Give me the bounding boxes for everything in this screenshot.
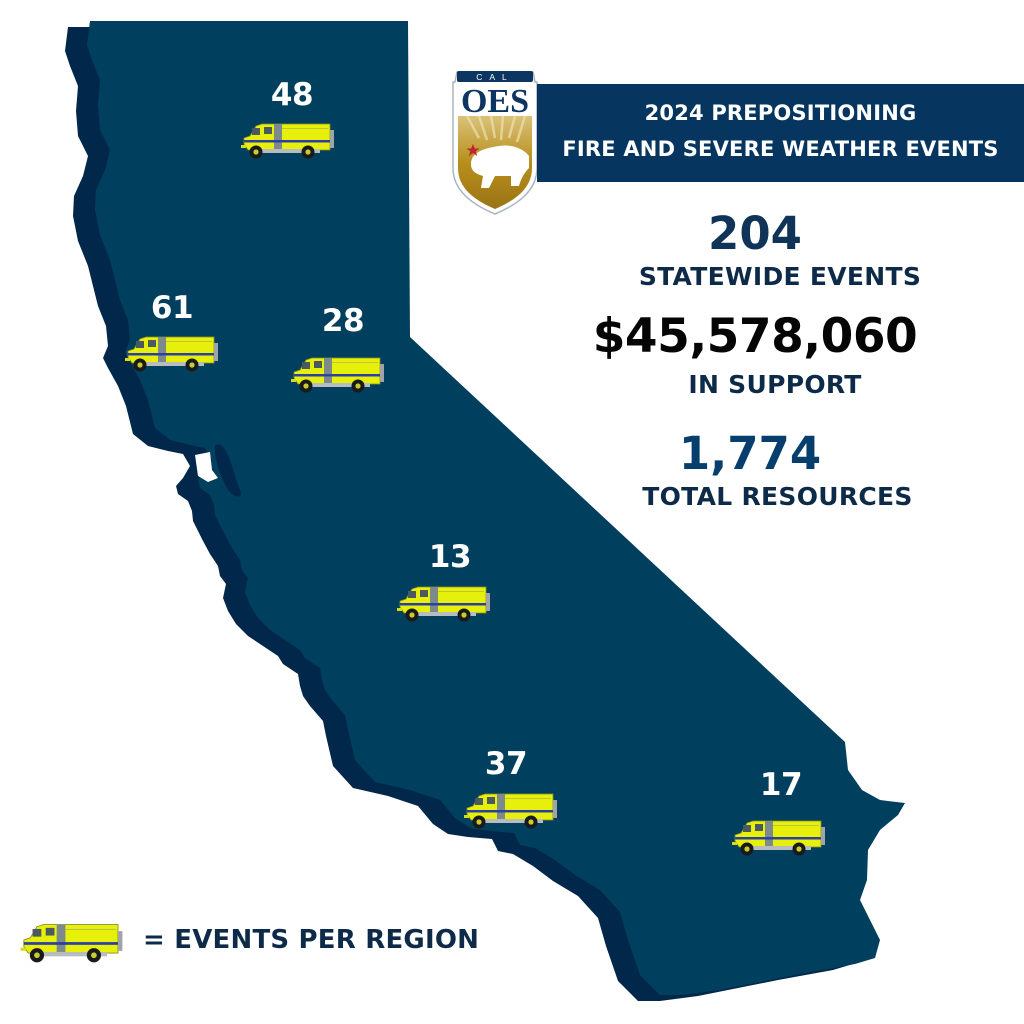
fire-engine-icon: [124, 336, 219, 372]
title-line-1: 2024 PREPOSITIONING: [644, 101, 917, 125]
statewide-events-label: STATEWIDE EVENTS: [638, 262, 922, 291]
region-count-southern-coast: 37: [484, 746, 528, 782]
region-count-central: 13: [428, 539, 472, 575]
region-count-inland-south: 17: [759, 767, 803, 803]
region-count-north: 48: [270, 77, 314, 113]
fire-engine-icon: [240, 123, 335, 159]
logo-oes-text: OES: [461, 83, 529, 120]
logo-cal-text: CAL: [476, 72, 514, 82]
fire-engine-icon: [396, 586, 491, 622]
support-amount-label: IN SUPPORT: [688, 370, 862, 399]
title-line-2: FIRE AND SEVERE WEATHER EVENTS: [562, 137, 999, 161]
cal-oes-logo: CAL OES: [452, 71, 538, 215]
legend-fire-engine-icon: [19, 924, 123, 963]
region-count-coastal-north: 61: [150, 290, 194, 326]
region-count-inland-north: 28: [321, 303, 365, 339]
fire-engine-icon: [463, 793, 558, 829]
title-banner: 2024 PREPOSITIONING FIRE AND SEVERE WEAT…: [537, 84, 1024, 182]
fire-engine-icon: [290, 357, 385, 393]
total-resources-value: 1,774: [678, 427, 822, 480]
total-resources-label: TOTAL RESOURCES: [642, 482, 913, 511]
statewide-events-value: 204: [708, 207, 802, 260]
fire-engine-icon: [731, 820, 826, 856]
legend-label: = EVENTS PER REGION: [143, 925, 480, 955]
support-amount-value: $45,578,060: [592, 309, 918, 364]
